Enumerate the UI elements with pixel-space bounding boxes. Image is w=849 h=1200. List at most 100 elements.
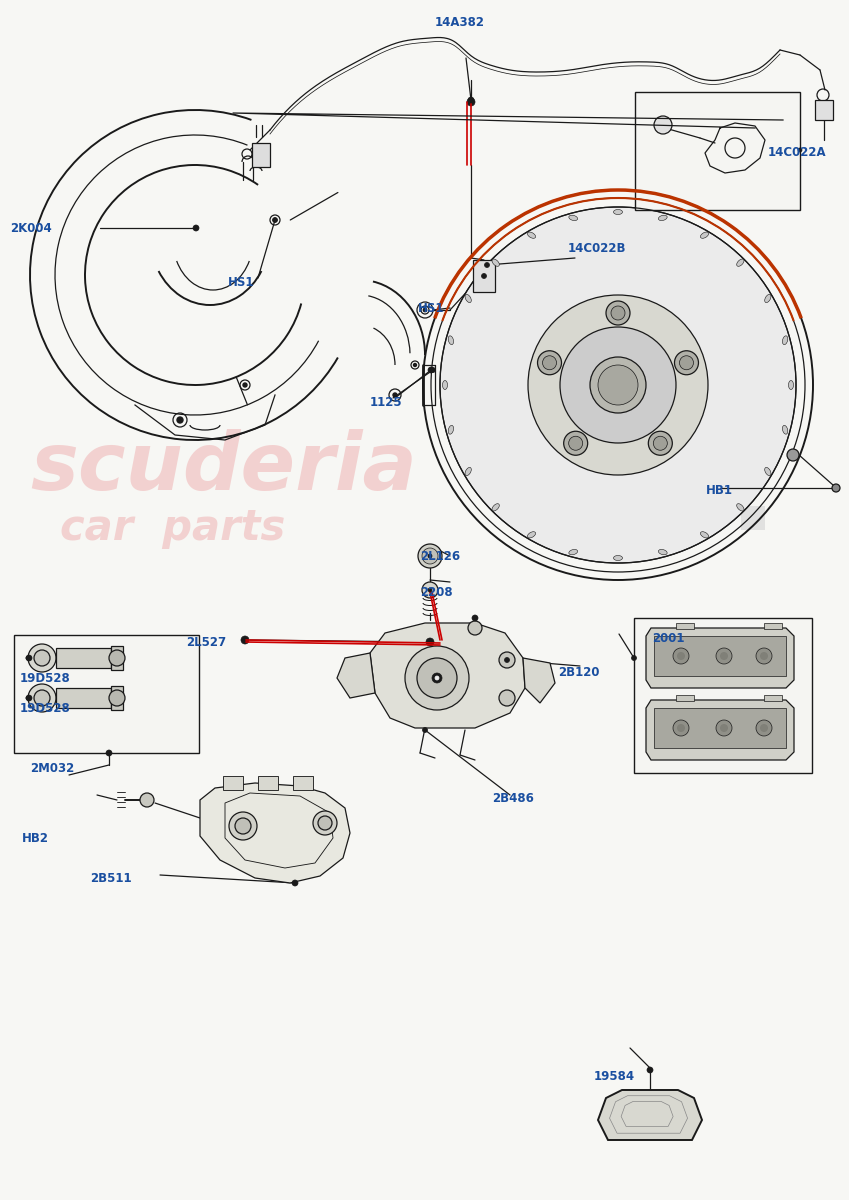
Text: 14C022B: 14C022B [568,241,627,254]
Bar [14,635,199,754]
Circle shape [648,1068,652,1072]
Text: 2K004: 2K004 [10,222,52,234]
Polygon shape [598,1090,702,1140]
Bar [717,410,741,434]
Ellipse shape [465,468,471,475]
Circle shape [440,206,796,563]
Circle shape [432,673,442,683]
Ellipse shape [765,294,771,302]
Bar [717,482,741,506]
Circle shape [677,724,685,732]
Bar [258,776,278,790]
Circle shape [528,295,708,475]
Ellipse shape [527,232,536,239]
Circle shape [647,1067,653,1073]
Text: 14A382: 14A382 [435,16,485,29]
Circle shape [109,690,125,706]
Ellipse shape [783,336,788,344]
Polygon shape [654,636,786,676]
Circle shape [423,308,427,312]
Circle shape [109,650,125,666]
Text: 2M032: 2M032 [30,762,74,774]
Ellipse shape [783,425,788,434]
Circle shape [756,720,772,736]
Bar [815,100,833,120]
Polygon shape [646,628,794,688]
Circle shape [677,652,685,660]
Polygon shape [654,708,786,748]
Bar [741,482,765,506]
Bar [645,482,669,506]
Bar [473,260,495,292]
Bar [645,434,669,458]
Ellipse shape [658,550,667,554]
Circle shape [313,811,337,835]
Text: 2208: 2208 [420,586,453,599]
Circle shape [720,652,728,660]
Circle shape [422,548,438,564]
Circle shape [140,793,154,806]
Circle shape [235,818,251,834]
Text: 2B120: 2B120 [558,666,599,678]
Circle shape [834,486,839,491]
Ellipse shape [614,210,622,215]
Circle shape [481,274,486,278]
Circle shape [28,684,56,712]
Circle shape [716,648,732,664]
Circle shape [654,437,667,450]
Bar [676,695,694,701]
Circle shape [429,554,431,558]
Circle shape [26,656,30,660]
Circle shape [243,383,247,386]
Bar [717,458,741,482]
Bar [669,410,693,434]
Text: scuderia: scuderia [30,428,417,506]
Ellipse shape [492,504,499,511]
Bar [669,506,693,530]
Bar [56,648,111,668]
Ellipse shape [448,425,453,434]
Text: HB2: HB2 [22,832,49,845]
Circle shape [537,350,561,374]
Text: 2B511: 2B511 [90,871,132,884]
Ellipse shape [789,380,794,390]
Circle shape [318,816,332,830]
Ellipse shape [765,468,771,475]
Bar [645,410,669,434]
Circle shape [632,655,637,660]
Circle shape [468,97,474,103]
Bar [645,506,669,530]
Bar [717,434,741,458]
Bar [293,776,313,790]
Circle shape [756,648,772,664]
Circle shape [34,690,50,706]
Polygon shape [523,658,555,703]
Circle shape [654,116,672,134]
Circle shape [560,326,676,443]
Bar [111,646,123,670]
Circle shape [674,350,699,374]
Bar [741,458,765,482]
Bar [693,434,717,458]
Text: HS1: HS1 [228,276,255,288]
Circle shape [564,431,588,455]
Circle shape [649,431,672,455]
Circle shape [177,416,183,422]
Circle shape [26,695,32,701]
Bar [693,410,717,434]
Circle shape [426,638,434,646]
Circle shape [435,676,439,680]
Bar [669,458,693,482]
Text: 1125: 1125 [370,396,402,408]
Circle shape [405,646,469,710]
Bar [741,434,765,458]
Circle shape [673,648,689,664]
Ellipse shape [658,215,667,221]
Polygon shape [337,653,375,698]
Text: 2L527: 2L527 [186,636,226,648]
Text: 19D528: 19D528 [20,702,70,714]
Circle shape [611,306,625,320]
Ellipse shape [527,532,536,538]
Circle shape [273,218,277,222]
Ellipse shape [737,259,744,266]
